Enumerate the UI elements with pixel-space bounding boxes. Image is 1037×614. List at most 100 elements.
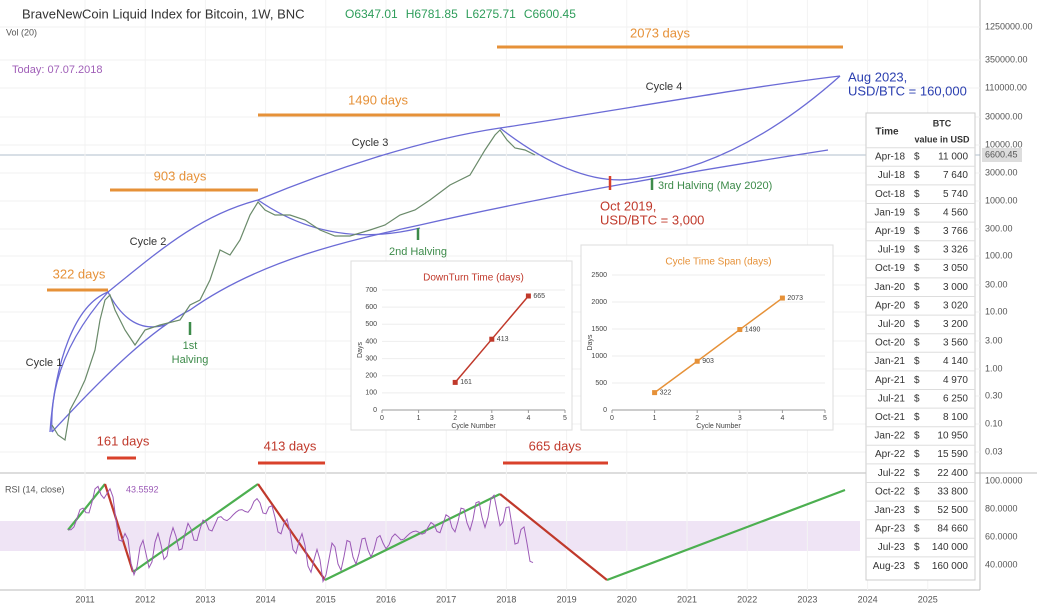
table-cell: 11 000 <box>938 152 968 163</box>
point <box>489 336 495 342</box>
upper-envelope <box>49 75 841 433</box>
table-cell: $ <box>914 542 920 553</box>
table-cell: $ <box>914 356 920 367</box>
table-cell: 3 766 <box>943 226 968 237</box>
price-tick-label: 0.10 <box>985 418 1003 428</box>
price-tick-label: 0.03 <box>985 446 1003 456</box>
cycle-label: Cycle 3 <box>352 137 389 149</box>
y-tick-label: 500 <box>365 321 377 328</box>
table-cell: 4 970 <box>943 375 968 386</box>
halving-label: 1st <box>183 340 198 352</box>
price-tick-label: 1250000.00 <box>985 21 1033 31</box>
downturn-label: 413 days <box>264 438 317 453</box>
table-cell: 10 950 <box>937 431 968 442</box>
table-cell: Oct-19 <box>875 263 905 274</box>
table-cell: $ <box>914 505 920 516</box>
x-tick-label: 0 <box>610 415 614 422</box>
y-tick-label: 1500 <box>591 326 607 333</box>
data-label: 2073 <box>787 295 803 302</box>
inset-frame <box>580 244 834 431</box>
x-tick-label: 3 <box>738 415 742 422</box>
y-tick-label: 200 <box>365 373 377 380</box>
year-label: 2016 <box>376 594 396 604</box>
table-cell: 160 000 <box>932 561 969 572</box>
table-cell: Apr-19 <box>875 226 905 237</box>
table-cell: 22 400 <box>937 468 968 479</box>
table-cell: Apr-21 <box>875 375 905 386</box>
table-header: value in USD <box>914 134 970 144</box>
y-tick-label: 0 <box>603 407 607 414</box>
table-cell: Apr-23 <box>875 524 905 535</box>
table-cell: $ <box>914 170 920 181</box>
table-cell: 4 140 <box>943 356 968 367</box>
table-cell: 5 740 <box>943 189 968 200</box>
data-label: 322 <box>660 389 672 396</box>
year-label: 2020 <box>617 594 637 604</box>
cycle-arc <box>499 75 841 181</box>
table-cell: $ <box>914 189 920 200</box>
inset-title: DownTurn Time (days) <box>423 273 524 284</box>
table-cell: 15 590 <box>937 449 968 460</box>
table-cell: $ <box>914 431 920 442</box>
cycle-curves <box>49 75 841 433</box>
year-label: 2018 <box>496 594 516 604</box>
table-cell: $ <box>914 207 920 218</box>
year-label: 2011 <box>75 594 94 604</box>
price-tick-label: 10000.00 <box>985 139 1023 149</box>
table-cell: Jul-18 <box>878 170 906 181</box>
last-price: 6600.45 <box>985 149 1018 159</box>
price-tick-label: 1000.00 <box>985 195 1018 205</box>
x-tick-label: 1 <box>653 415 657 422</box>
top-label: Aug 2023, <box>848 69 907 84</box>
table-cell: $ <box>914 375 920 386</box>
y-tick-label: 2500 <box>591 272 607 279</box>
table-cell: $ <box>914 282 920 293</box>
x-tick-label: 4 <box>526 415 530 422</box>
table-cell: Aug-23 <box>873 561 906 572</box>
y-tick-label: 2000 <box>591 299 607 306</box>
table-cell: 3 560 <box>943 338 968 349</box>
top-label: USD/BTC = 160,000 <box>848 83 967 98</box>
year-label: 2012 <box>135 594 155 604</box>
year-label: 2013 <box>195 594 215 604</box>
table-cell: Jul-22 <box>878 468 906 479</box>
price-tick-label: 100.00 <box>985 250 1013 260</box>
data-label: 161 <box>460 379 472 386</box>
chart-title: BraveNewCoin Liquid Index for Bitcoin, 1… <box>22 6 305 21</box>
ohlc-value: L6275.71 <box>466 7 516 21</box>
table-cell: Jul-19 <box>878 245 906 256</box>
cycle-arc <box>257 199 421 236</box>
lower-envelope <box>51 149 829 433</box>
halving-label: 3rd Halving (May 2020) <box>658 180 772 192</box>
downturn-label: 665 days <box>529 438 582 453</box>
rsi-label: RSI (14, close) <box>5 484 65 494</box>
cycle-arc <box>51 291 109 433</box>
year-label: 2024 <box>858 594 878 604</box>
x-tick-label: 4 <box>780 415 784 422</box>
x-axis-label: Cycle Number <box>451 423 496 430</box>
year-label: 2022 <box>737 594 757 604</box>
table-cell: $ <box>914 319 920 330</box>
table-cell: $ <box>914 263 920 274</box>
span-label: 1490 days <box>348 92 408 107</box>
year-label: 2023 <box>797 594 817 604</box>
rsi-value: 43.5592 <box>126 484 159 494</box>
table-cell: Jan-23 <box>874 505 905 516</box>
price-tick-label: 30000.00 <box>985 111 1023 121</box>
table-cell: 3 326 <box>943 245 968 256</box>
price-tick-label: 0.30 <box>985 390 1003 400</box>
x-axis-label: Cycle Number <box>696 423 741 430</box>
table-cell: $ <box>914 300 920 311</box>
data-label: 903 <box>702 358 714 365</box>
table-header: Time <box>875 127 899 138</box>
table: Time BTC value in USD Apr-18 $11 000 Jul-1… <box>865 112 976 581</box>
y-tick-label: 500 <box>595 380 607 387</box>
ohlc-value: O6347.01 <box>345 7 398 21</box>
table-cell: $ <box>914 338 920 349</box>
y-tick-label: 300 <box>365 355 377 362</box>
table-cell: Jul-23 <box>878 542 906 553</box>
year-label: 2019 <box>557 594 577 604</box>
downturn-label: 161 days <box>97 433 150 448</box>
price-tick-label: 30.00 <box>985 279 1008 289</box>
table-cell: 3 050 <box>943 263 968 274</box>
